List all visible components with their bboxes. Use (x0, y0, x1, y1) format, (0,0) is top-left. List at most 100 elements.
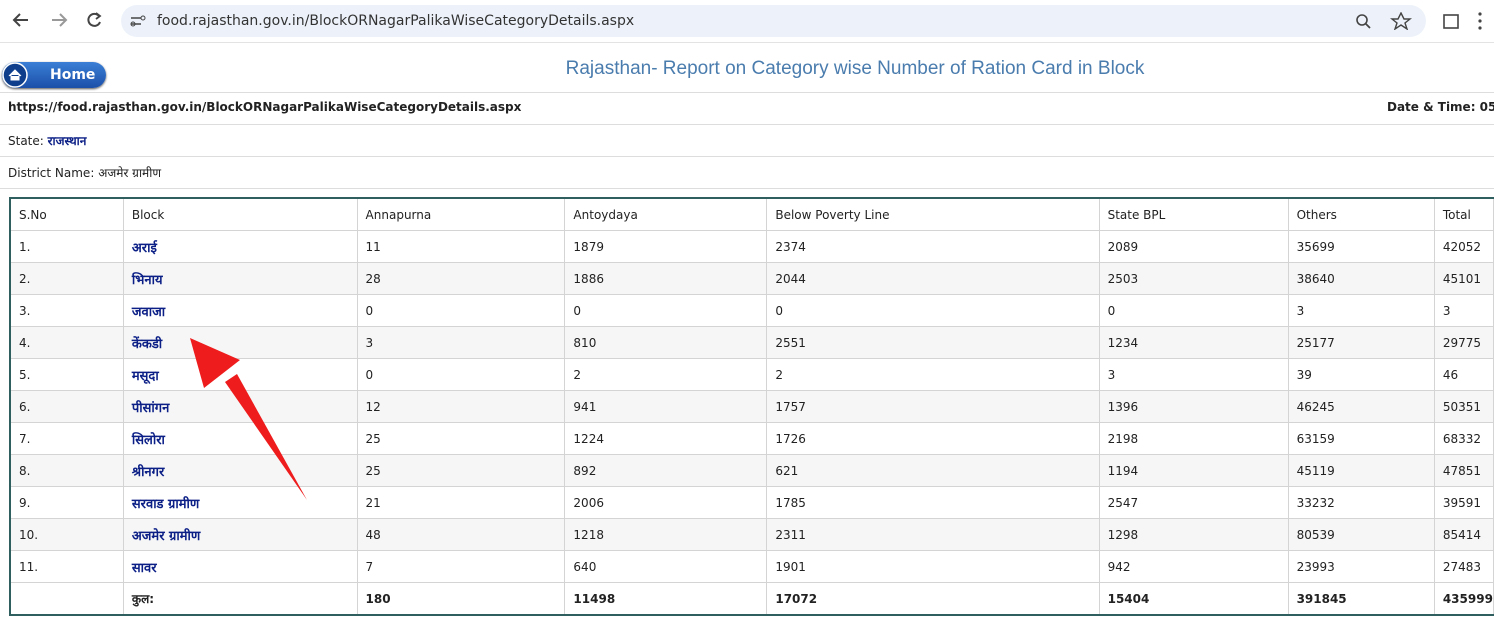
column-header: Block (122, 197, 358, 231)
table-cell: 27483 (1433, 550, 1494, 583)
table-cell: 23993 (1287, 550, 1435, 583)
table-cell: 1901 (766, 550, 1100, 583)
table-cell: 0 (1098, 294, 1289, 327)
table-cell: 9. (9, 486, 124, 519)
block-link[interactable]: श्रीनगर (122, 454, 358, 487)
table-cell: 45119 (1287, 454, 1435, 487)
table-cell: 1. (9, 230, 124, 263)
table-cell: 46245 (1287, 390, 1435, 423)
extensions[interactable] (1440, 10, 1494, 32)
table-cell: 3 (1098, 358, 1289, 391)
table-cell: 47851 (1433, 454, 1494, 487)
table-cell: 1785 (766, 486, 1100, 519)
column-header: Others (1287, 197, 1435, 231)
table-cell: 0 (766, 294, 1100, 327)
table-cell: 3 (1433, 294, 1494, 327)
home-button[interactable]: Home (2, 62, 106, 88)
address-bar[interactable]: food.rajasthan.gov.in/BlockORNagarPalika… (121, 5, 1426, 37)
table-cell: 3 (1287, 294, 1435, 327)
district-label: District Name: (8, 166, 95, 180)
table-row: 9. सरवाड ग्रामीण 21 2006 1785 2547 33232 39591 (9, 486, 1494, 519)
total-cell: 11498 (564, 582, 768, 616)
header-row: S.No Block Annapurna Antoydaya Below Poverty… (9, 197, 1494, 231)
table-cell: 810 (564, 326, 768, 359)
table-cell: 0 (564, 294, 768, 327)
column-header: S.No (9, 197, 124, 231)
district-value: अजमेर ग्रामीण (98, 166, 162, 180)
block-link[interactable]: जवाजा (122, 294, 358, 327)
block-link[interactable]: अजमेर ग्रामीण (122, 518, 358, 551)
table-cell: 46 (1433, 358, 1494, 391)
report-table: S.No Block Annapurna Antoydaya Below Poverty… (9, 197, 1494, 616)
district-row: District Name: अजमेर ग्रामीण (8, 164, 161, 181)
table-cell: 39591 (1433, 486, 1494, 519)
table-cell: 63159 (1287, 422, 1435, 455)
page-url: https://food.rajasthan.gov.in/BlockORNag… (8, 100, 522, 114)
date-time: Date & Time: 05-06- (1387, 100, 1494, 114)
table-cell: 1396 (1098, 390, 1289, 423)
block-link[interactable]: सिलोरा (122, 422, 358, 455)
table-cell: 21 (356, 486, 566, 519)
total-row: कुल: 180 11498 17072 15404 391845 435999 (9, 582, 1494, 616)
divider (0, 156, 1494, 157)
table-row: 8. श्रीनगर 25 892 621 1194 45119 47851 (9, 454, 1494, 487)
table-cell: 1886 (564, 262, 768, 295)
table-cell (9, 582, 124, 616)
block-link[interactable]: अराई (122, 230, 358, 263)
column-header: State BPL (1098, 197, 1289, 231)
table-cell: 5. (9, 358, 124, 391)
table-cell: 1298 (1098, 518, 1289, 551)
table-row: 10. अजमेर ग्रामीण 48 1218 2311 1298 80539 85414 (9, 518, 1494, 551)
table-cell: 2547 (1098, 486, 1289, 519)
table-cell: 25 (356, 454, 566, 487)
red-arrow (190, 338, 307, 500)
table-cell: 2551 (766, 326, 1100, 359)
column-header: Total (1433, 197, 1494, 231)
table-cell: 33232 (1287, 486, 1435, 519)
column-header: Below Poverty Line (766, 197, 1100, 231)
table-cell: 11. (9, 550, 124, 583)
table-cell: 1218 (564, 518, 768, 551)
table-cell: 39 (1287, 358, 1435, 391)
table-cell: 3. (9, 294, 124, 327)
table-cell: 1879 (564, 230, 768, 263)
table-cell: 942 (1098, 550, 1289, 583)
table-cell: 29775 (1433, 326, 1494, 359)
table-cell: 0 (356, 358, 566, 391)
state-value: राजस्थान (47, 134, 87, 148)
block-link[interactable]: भिनाय (122, 262, 358, 295)
table-cell: 0 (356, 294, 566, 327)
table-cell: 12 (356, 390, 566, 423)
table-cell: 2503 (1098, 262, 1289, 295)
block-link[interactable]: पीसांगन (122, 390, 358, 423)
table-cell: 2 (766, 358, 1100, 391)
total-cell: 435999 (1433, 582, 1494, 616)
table-cell: 621 (766, 454, 1100, 487)
table-cell: 8. (9, 454, 124, 487)
table-cell: 45101 (1433, 262, 1494, 295)
table-row: 4. केंकडी 3 810 2551 1234 25177 29775 (9, 326, 1494, 359)
table-cell: 42052 (1433, 230, 1494, 263)
table-cell: 1757 (766, 390, 1100, 423)
divider (0, 188, 1494, 189)
table-cell: 2089 (1098, 230, 1289, 263)
table-cell: 7 (356, 550, 566, 583)
browser-toolbar: food.rajasthan.gov.in/BlockORNagarPalika… (0, 0, 1494, 43)
home-label: Home (50, 67, 96, 83)
table-cell: 2006 (564, 486, 768, 519)
divider (0, 92, 1494, 93)
table-cell: 6. (9, 390, 124, 423)
table-cell: 1194 (1098, 454, 1289, 487)
table-cell: 2311 (766, 518, 1100, 551)
table-cell: 48 (356, 518, 566, 551)
table-cell: 2044 (766, 262, 1100, 295)
table-cell: 80539 (1287, 518, 1435, 551)
table-cell: 25 (356, 422, 566, 455)
report-title: Rajasthan- Report on Category wise Numbe… (565, 58, 1145, 79)
nav-buttons[interactable] (0, 0, 121, 42)
divider (0, 124, 1494, 125)
block-link[interactable]: सावर (122, 550, 358, 583)
table-row: 2. भिनाय 28 1886 2044 2503 38640 45101 (9, 262, 1494, 295)
table-row: 5. मसूदा 0 2 2 3 39 46 (9, 358, 1494, 391)
